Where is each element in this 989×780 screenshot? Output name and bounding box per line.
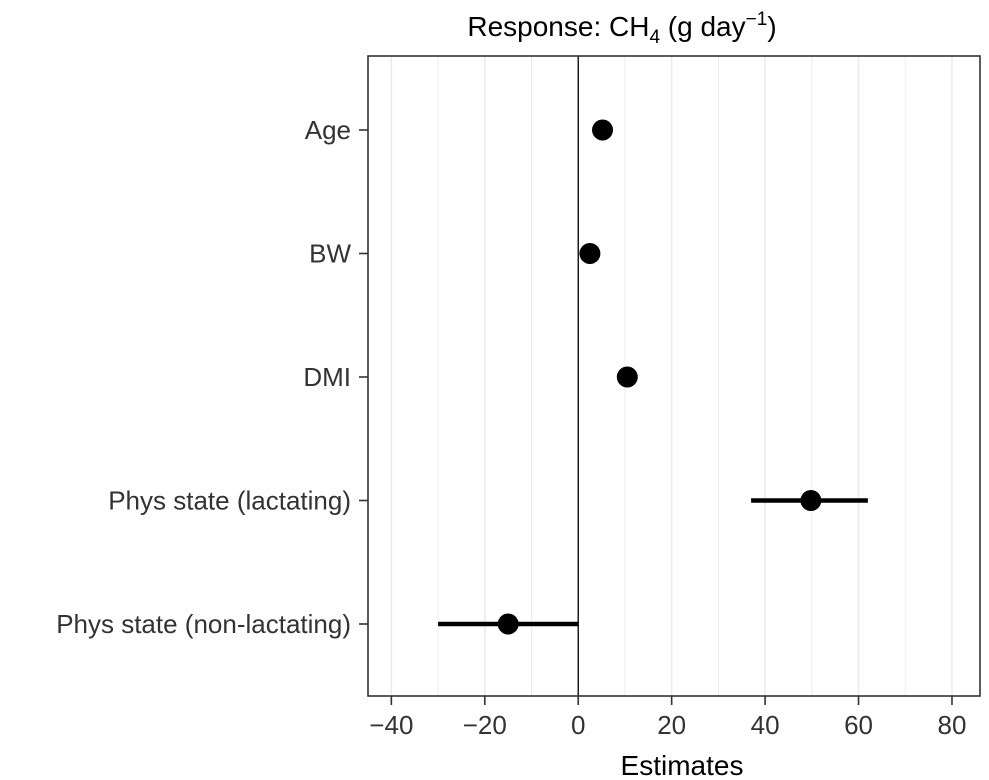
x-tick-label: 60	[844, 710, 873, 740]
x-tick-label: −20	[463, 710, 507, 740]
x-axis-title: Estimates	[621, 750, 744, 780]
x-tick-label: 80	[938, 710, 967, 740]
panel-border	[367, 55, 981, 697]
y-tick-label: Phys state (lactating)	[108, 486, 351, 516]
estimate-point	[616, 366, 638, 388]
estimate-points	[497, 119, 822, 635]
estimate-point	[579, 243, 601, 264]
gridlines	[390, 56, 953, 696]
chart-title: Response: CH4 (g day−1)	[467, 9, 776, 48]
chart-title-superscript: −1	[746, 9, 768, 30]
y-tick-label: Phys state (non-lactating)	[56, 609, 351, 639]
y-axis: Age BW DMI Phys state (lactating) Phys state…	[56, 115, 368, 639]
x-tick-label: 20	[657, 710, 686, 740]
x-tick-label: −40	[369, 710, 413, 740]
estimate-point	[497, 613, 519, 635]
y-tick-label: DMI	[303, 362, 351, 392]
x-tick-label: 0	[571, 710, 585, 740]
chart-title-middle: (g day	[660, 11, 746, 42]
chart-title-subscript: 4	[649, 27, 660, 48]
estimate-point	[800, 490, 822, 511]
chart-title-prefix: Response: CH	[467, 11, 649, 42]
estimate-point	[592, 119, 614, 141]
x-tick-label: 40	[751, 710, 780, 740]
error-bars	[438, 498, 868, 627]
y-tick-label: BW	[309, 239, 351, 269]
y-tick-label: Age	[305, 115, 351, 145]
x-axis: −40 −20 0 20 40 60 80	[369, 696, 966, 740]
chart-title-suffix: )	[767, 11, 776, 42]
